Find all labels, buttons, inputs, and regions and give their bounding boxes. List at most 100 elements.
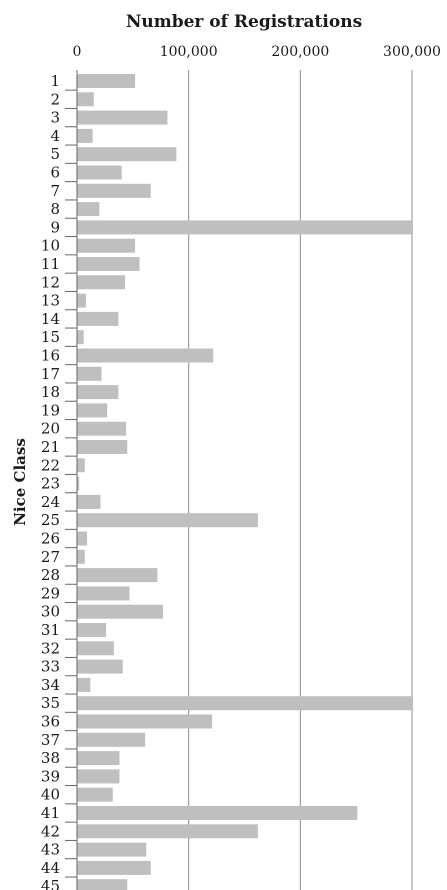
y-tick-label: 32 [41, 639, 60, 657]
bar [77, 769, 120, 784]
bar [77, 110, 168, 125]
bar [77, 275, 126, 290]
y-tick-label: 6 [50, 164, 60, 182]
bar [77, 513, 258, 528]
y-tick-label: 19 [41, 401, 60, 419]
bar [77, 751, 120, 766]
y-tick-label: 1 [50, 72, 60, 90]
bar [77, 147, 177, 162]
y-tick-label: 42 [41, 822, 60, 840]
bar [77, 183, 151, 198]
bar [77, 92, 94, 107]
bar [77, 202, 100, 217]
bar [77, 842, 147, 857]
y-tick-label: 24 [41, 493, 60, 511]
bar [77, 128, 93, 143]
bar [77, 440, 128, 454]
bar [77, 531, 88, 546]
y-tick-label: 17 [41, 365, 60, 383]
y-tick-label: 16 [41, 347, 60, 365]
bar [77, 403, 108, 418]
y-tick-label: 25 [41, 511, 60, 529]
y-tick-label: 11 [41, 255, 60, 273]
y-tick-label: 21 [41, 438, 60, 456]
bar [77, 732, 146, 747]
bar [77, 714, 213, 729]
bar [77, 421, 127, 436]
y-tick-label: 10 [41, 237, 60, 255]
y-tick-label: 2 [50, 90, 60, 108]
bar [77, 604, 163, 619]
bar [77, 293, 86, 308]
bar [77, 677, 91, 692]
bar [77, 824, 258, 839]
bar [77, 74, 136, 88]
y-tick-label: 28 [41, 566, 60, 584]
y-tick-label: 43 [41, 841, 60, 859]
bar [77, 366, 102, 381]
bar [77, 348, 214, 363]
bar [77, 220, 413, 235]
y-tick-label: 23 [41, 475, 60, 493]
bar [77, 568, 158, 583]
y-tick-label: 39 [41, 767, 60, 785]
y-tick-label: 12 [41, 273, 60, 291]
y-axis-tick-labels: 1234567891011121314151617181920212223242… [41, 72, 77, 890]
y-tick-label: 18 [41, 383, 60, 401]
y-tick-label: 44 [41, 859, 60, 877]
y-tick-label: 27 [41, 548, 60, 566]
y-tick-label: 15 [41, 328, 60, 346]
y-tick-label: 34 [41, 676, 60, 694]
gridlines [188, 70, 413, 890]
bar [77, 494, 101, 509]
x-tick-label: 300,000 [383, 44, 441, 60]
y-axis-label: Nice Class [11, 438, 29, 526]
y-tick-label: 38 [41, 749, 60, 767]
y-tick-label: 33 [41, 658, 60, 676]
bar [77, 476, 80, 491]
y-tick-label: 8 [50, 200, 60, 218]
y-tick-label: 7 [50, 182, 60, 200]
y-tick-label: 13 [41, 292, 60, 310]
bar [77, 641, 114, 656]
bar [77, 586, 130, 601]
bar [77, 860, 151, 875]
y-tick-label: 31 [41, 621, 60, 639]
y-tick-label: 45 [41, 877, 60, 890]
y-tick-label: 26 [41, 530, 60, 548]
bar [77, 257, 140, 271]
bar [77, 385, 119, 400]
bar [77, 238, 136, 253]
y-tick-label: 3 [50, 109, 60, 127]
bar [77, 659, 123, 674]
y-tick-label: 40 [41, 786, 60, 804]
bar [77, 806, 358, 820]
y-tick-label: 36 [41, 713, 60, 731]
x-tick-label: 200,000 [271, 44, 329, 60]
bar [77, 549, 85, 564]
bar [77, 696, 413, 711]
bar [77, 458, 85, 473]
y-tick-label: 22 [41, 456, 60, 474]
y-tick-label: 20 [41, 420, 60, 438]
x-axis-tick-labels: 0 100,000 200,000 300,000 [73, 44, 441, 60]
y-tick-label: 30 [41, 603, 60, 621]
chart-title: Number of Registrations [126, 12, 362, 32]
y-tick-label: 9 [50, 218, 60, 236]
bar [77, 311, 119, 326]
bar [77, 330, 84, 345]
bar [77, 623, 107, 637]
bar [77, 787, 113, 802]
y-tick-label: 4 [50, 127, 60, 145]
y-tick-label: 29 [41, 584, 60, 602]
x-tick-label: 100,000 [160, 44, 218, 60]
y-tick-label: 14 [41, 310, 60, 328]
bar [77, 879, 128, 890]
y-tick-label: 37 [41, 731, 60, 749]
y-tick-label: 41 [41, 804, 60, 822]
bars [77, 74, 413, 890]
x-tick-label: 0 [73, 44, 82, 60]
y-tick-label: 35 [41, 694, 60, 712]
y-tick-label: 5 [50, 145, 60, 163]
